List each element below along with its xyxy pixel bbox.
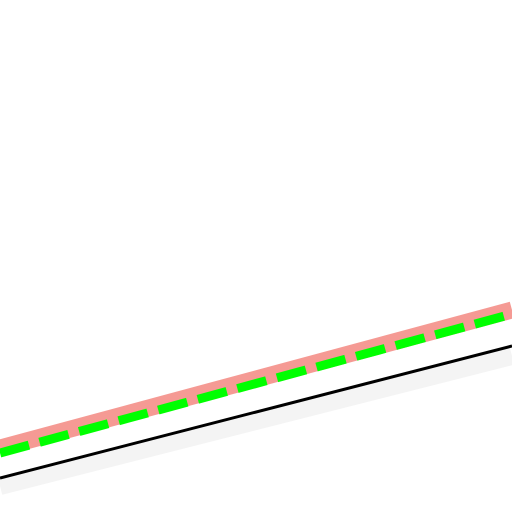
green-dashed-diagonal-line [0,309,512,458]
black-diagonal-line [0,344,512,480]
shadow-band-line [0,347,512,495]
